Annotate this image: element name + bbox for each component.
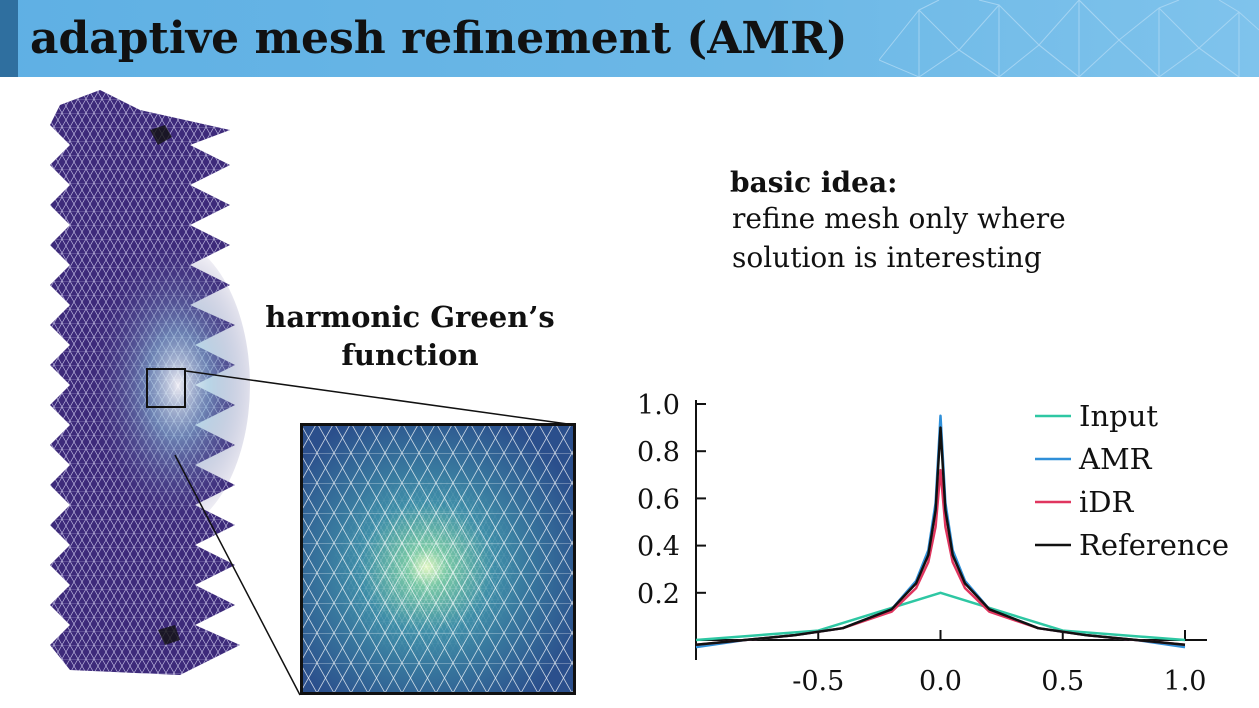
caption-line-2: function: [341, 338, 479, 372]
x-tick-label: 1.0: [1164, 666, 1207, 697]
y-tick-label: 0.4: [637, 532, 680, 563]
x-tick-label: 0.0: [919, 666, 962, 697]
line-chart: 1.0 0.8 0.6 0.4 0.2 -0.5 0.0 0.5 1.0 Input AMR iDR R…: [637, 390, 1229, 697]
caption-line-1: harmonic Green’s: [265, 300, 555, 334]
y-tick-label: 0.2: [637, 579, 680, 610]
figure-caption: harmonic Green’s function: [240, 298, 580, 374]
zoomed-mesh-inset: [300, 423, 576, 695]
legend-label-reference: Reference: [1079, 528, 1229, 562]
x-tick-label: 0.5: [1041, 666, 1084, 697]
y-tick-label: 0.8: [637, 437, 680, 468]
legend-label-input: Input: [1079, 399, 1158, 433]
idea-line-2: solution is interesting: [732, 241, 1042, 274]
idea-heading: basic idea:: [730, 166, 898, 199]
y-tick-label: 1.0: [637, 390, 680, 421]
mesh-3d-figure: [50, 90, 250, 675]
series-line-reference: [695, 426, 1186, 646]
slide-title: adaptive mesh refinement (AMR): [30, 13, 848, 64]
legend-label-idr: iDR: [1079, 485, 1135, 519]
y-tick-label: 0.6: [637, 484, 680, 515]
x-tick-label: -0.5: [792, 666, 844, 697]
triangle-pattern-decoration: [879, 0, 1259, 77]
title-bar: adaptive mesh refinement (AMR): [0, 0, 1259, 77]
legend-label-amr: AMR: [1078, 442, 1153, 476]
idea-line-1: refine mesh only where: [732, 202, 1066, 235]
title-bar-accent: [0, 0, 18, 77]
series-line-input: [695, 591, 1186, 642]
